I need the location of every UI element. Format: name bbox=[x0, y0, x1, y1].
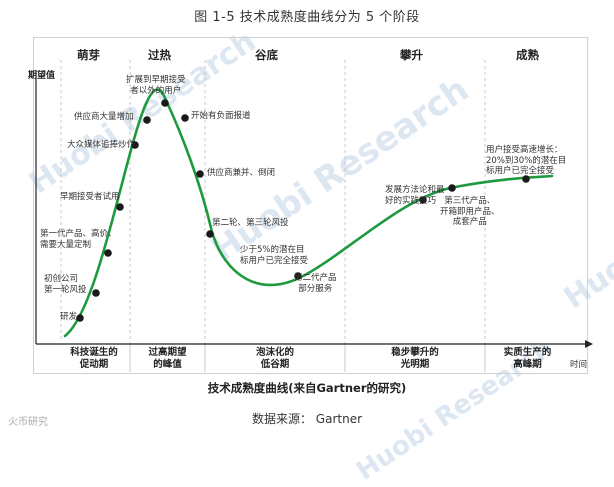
annotation: 开始有负面报道 bbox=[191, 111, 251, 121]
diagram-caption: 技术成熟度曲线(来自Gartner的研究) bbox=[207, 381, 407, 395]
x-axis-label: 时间 bbox=[570, 360, 588, 370]
annotation: 大众媒体追捧炒作 bbox=[67, 140, 136, 150]
curve-point bbox=[196, 170, 204, 178]
curve-point bbox=[448, 184, 456, 192]
hype-cycle-svg bbox=[35, 60, 593, 372]
phase-bottom-label: 泡沫化的 低谷期 bbox=[255, 347, 294, 370]
annotation: 扩展到早期接受 者以外的用户 bbox=[126, 75, 186, 96]
phase-name: 谷底 bbox=[255, 48, 278, 62]
phase-name: 攀升 bbox=[400, 48, 423, 62]
annotation: 少于5%的潜在目 标用户已完全接受 bbox=[240, 245, 309, 266]
curve-point bbox=[206, 230, 214, 238]
phase-bottom-label: 过高期望 的峰值 bbox=[148, 347, 187, 370]
curve-point bbox=[161, 99, 169, 107]
curve-point bbox=[92, 289, 100, 297]
diagram-frame bbox=[33, 37, 588, 374]
annotation: 供应商兼并、倒闭 bbox=[207, 168, 276, 178]
curve-point bbox=[143, 116, 151, 124]
curve-point bbox=[522, 175, 530, 183]
phase-bottom-label: 科技诞生的 促动期 bbox=[70, 347, 118, 370]
annotation: 第二代产品 部分服务 bbox=[294, 273, 337, 294]
curve-point bbox=[76, 314, 84, 322]
annotation: 供应商大量增加 bbox=[74, 112, 134, 122]
x-axis-arrow bbox=[585, 340, 593, 348]
annotation: 第二轮、第三轮风投 bbox=[212, 218, 289, 228]
annotation: 用户接受高速增长： 20%到30%的潜在目 标用户已完全接受 bbox=[486, 145, 567, 176]
phase-name: 成熟 bbox=[516, 48, 539, 62]
annotation: 初创公司 第一轮风投 bbox=[44, 274, 87, 295]
annotation: 发展方法论和最 好的实践技巧 bbox=[385, 185, 445, 206]
phase-name: 过热 bbox=[148, 48, 171, 62]
curve-point bbox=[104, 249, 112, 257]
phase-bottom-label: 实质生产的 高峰期 bbox=[503, 347, 552, 370]
curve-point bbox=[181, 114, 189, 122]
annotation: 第三代产品、 开箱即用产品、 成套产品 bbox=[440, 196, 500, 227]
curve-point bbox=[419, 196, 427, 204]
annotation: 早期接受者试用 bbox=[60, 192, 120, 202]
corner-logo: 火币研究 bbox=[8, 417, 48, 428]
y-axis-label: 期望值 bbox=[28, 71, 56, 81]
phase-name: 萌芽 bbox=[77, 48, 100, 62]
phase-bottom-label: 稳步攀升的 光明期 bbox=[391, 347, 439, 370]
curve-point bbox=[131, 141, 139, 149]
annotation: 研发 bbox=[60, 312, 78, 322]
figure-title: 图 1-5 技术成熟度曲线分为 5 个阶段 bbox=[194, 10, 420, 25]
annotation: 第一代产品、高价、 需要大量定制 bbox=[40, 229, 117, 250]
curve-point bbox=[116, 203, 124, 211]
data-source: 数据来源： Gartner bbox=[251, 412, 363, 426]
curve-point bbox=[294, 272, 302, 280]
